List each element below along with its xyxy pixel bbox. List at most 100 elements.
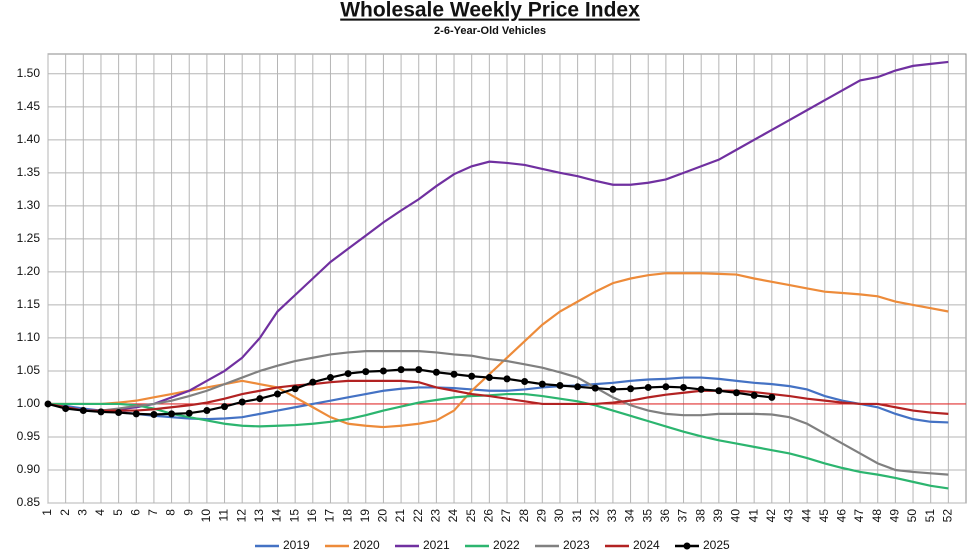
x-tick-label: 33 xyxy=(605,509,619,523)
x-tick-label: 12 xyxy=(234,509,248,523)
x-tick-label: 27 xyxy=(499,509,513,523)
series-marker xyxy=(697,385,705,393)
series-marker xyxy=(238,398,246,406)
x-tick-label: 46 xyxy=(835,509,849,523)
x-tick-label: 42 xyxy=(764,509,778,523)
x-tick-label: 15 xyxy=(287,509,301,523)
x-tick-label: 38 xyxy=(693,509,707,523)
x-tick-label: 48 xyxy=(870,509,884,523)
x-tick-label: 4 xyxy=(93,509,107,516)
legend-label: 2019 xyxy=(283,538,310,552)
x-tick-label: 31 xyxy=(570,509,584,523)
series-marker xyxy=(221,403,229,411)
series-marker xyxy=(115,409,123,417)
x-tick-label: 32 xyxy=(587,509,601,523)
series-marker xyxy=(168,410,176,418)
series-marker xyxy=(750,391,758,399)
legend-label: 2021 xyxy=(423,538,450,552)
y-tick-label: 1.50 xyxy=(17,66,41,80)
series-marker xyxy=(627,385,635,393)
x-tick-label: 11 xyxy=(217,509,231,522)
series-line xyxy=(47,350,949,476)
series-marker xyxy=(256,395,264,403)
series-marker xyxy=(274,390,281,398)
series-marker xyxy=(662,383,670,391)
x-tick-label: 8 xyxy=(164,509,178,516)
series-marker xyxy=(132,410,140,418)
series-marker xyxy=(644,383,652,391)
series-marker xyxy=(485,374,493,382)
y-tick-label: 0.90 xyxy=(17,462,41,476)
x-tick-label: 40 xyxy=(729,509,743,523)
x-tick-label: 14 xyxy=(270,509,284,523)
y-tick-label: 1.20 xyxy=(17,264,41,278)
x-tick-label: 17 xyxy=(323,509,337,523)
x-tick-label: 28 xyxy=(517,509,531,523)
x-tick-label: 34 xyxy=(623,509,637,523)
series-marker xyxy=(150,411,158,419)
series-line xyxy=(48,392,949,490)
x-tick-label: 13 xyxy=(252,509,266,523)
x-tick-label: 51 xyxy=(923,509,937,523)
x-tick-label: 22 xyxy=(411,509,425,523)
x-tick-label: 6 xyxy=(128,509,142,516)
series-marker xyxy=(715,387,723,395)
series-marker xyxy=(432,368,440,376)
x-tick-label: 5 xyxy=(111,509,125,516)
legend-label: 2022 xyxy=(493,538,520,552)
series-marker xyxy=(291,385,299,393)
series-marker xyxy=(591,384,599,392)
x-tick-label: 3 xyxy=(75,509,89,516)
series-marker xyxy=(503,375,511,383)
y-tick-label: 1.45 xyxy=(17,99,41,113)
x-tick-label: 41 xyxy=(746,509,760,523)
x-tick-label: 39 xyxy=(711,509,725,523)
series-marker xyxy=(62,405,70,413)
y-tick-label: 1.30 xyxy=(17,198,41,212)
series-line xyxy=(47,379,949,415)
legend-marker xyxy=(683,542,691,550)
series-marker xyxy=(415,366,423,374)
x-tick-label: 29 xyxy=(534,509,548,523)
series-marker xyxy=(97,408,105,416)
y-tick-label: 1.15 xyxy=(17,297,41,311)
series-marker xyxy=(468,372,476,380)
chart-title: Wholesale Weekly Price Index xyxy=(340,0,640,22)
y-tick-label: 0.85 xyxy=(17,495,41,509)
x-tick-label: 16 xyxy=(305,509,319,523)
x-tick-label: 18 xyxy=(340,509,354,523)
series-marker xyxy=(768,393,776,401)
y-tick-label: 1.10 xyxy=(17,330,41,344)
series-marker xyxy=(362,368,370,376)
series-marker xyxy=(344,370,352,378)
x-tick-label: 20 xyxy=(376,509,390,523)
y-tick-label: 1.25 xyxy=(17,231,41,245)
series-marker xyxy=(556,381,564,389)
series-marker xyxy=(680,383,688,391)
series-marker xyxy=(326,374,334,382)
y-tick-label: 1.40 xyxy=(17,132,41,146)
x-tick-label: 19 xyxy=(358,509,372,523)
series-marker xyxy=(203,407,211,415)
x-tick-label: 30 xyxy=(552,509,566,523)
series-marker xyxy=(185,409,193,417)
legend-label: 2023 xyxy=(563,538,590,552)
legend-label: 2020 xyxy=(353,538,380,552)
y-tick-label: 1.00 xyxy=(17,396,41,410)
x-tick-label: 36 xyxy=(658,509,672,523)
series-line xyxy=(48,272,949,429)
x-tick-label: 23 xyxy=(429,509,443,523)
series-marker xyxy=(574,383,582,391)
x-tick-label: 25 xyxy=(464,509,478,523)
x-tick-label: 45 xyxy=(817,509,831,523)
x-tick-label: 47 xyxy=(852,509,866,523)
x-tick-label: 7 xyxy=(146,509,160,516)
series-line xyxy=(47,60,949,412)
series-marker xyxy=(397,366,405,374)
x-tick-label: 26 xyxy=(482,509,496,523)
x-tick-label: 35 xyxy=(640,509,654,523)
x-tick-label: 2 xyxy=(58,509,72,516)
x-tick-label: 1 xyxy=(40,509,54,516)
x-tick-label: 21 xyxy=(393,509,407,523)
